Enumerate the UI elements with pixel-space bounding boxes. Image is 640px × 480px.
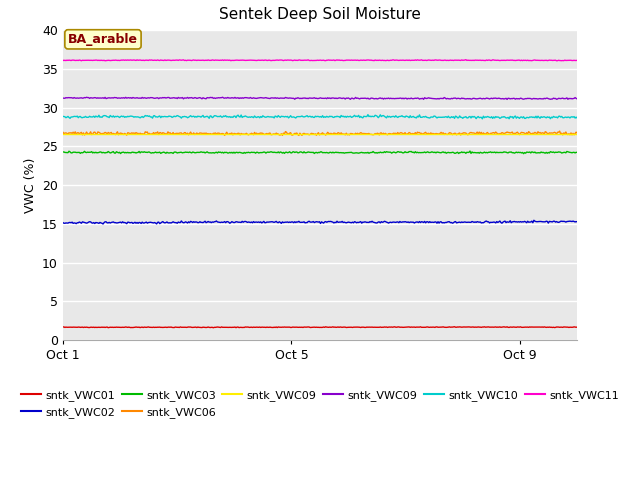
sntk_VWC09 bbox=[307, 95, 315, 101]
sntk_VWC03 bbox=[303, 150, 311, 156]
sntk_VWC10 bbox=[479, 116, 486, 122]
sntk_VWC02 bbox=[304, 219, 312, 225]
sntk_VWC03 bbox=[481, 150, 489, 156]
sntk_VWC10 bbox=[307, 113, 314, 119]
sntk_VWC11 bbox=[303, 57, 311, 63]
sntk_VWC02 bbox=[563, 219, 571, 225]
Line: sntk_VWC03: sntk_VWC03 bbox=[63, 151, 577, 154]
sntk_VWC09 bbox=[481, 96, 489, 102]
sntk_VWC01 bbox=[304, 324, 312, 330]
sntk_VWC09 bbox=[573, 96, 581, 102]
sntk_VWC03 bbox=[563, 149, 571, 155]
Line: sntk_VWC06: sntk_VWC06 bbox=[63, 131, 577, 135]
sntk_VWC06 bbox=[295, 132, 303, 138]
Y-axis label: VWC (%): VWC (%) bbox=[24, 157, 36, 213]
sntk_VWC03 bbox=[466, 148, 474, 154]
sntk_VWC10 bbox=[59, 113, 67, 119]
sntk_VWC02 bbox=[530, 217, 538, 223]
sntk_VWC11 bbox=[59, 57, 67, 63]
Line: sntk_VWC01: sntk_VWC01 bbox=[63, 327, 577, 328]
sntk_VWC01 bbox=[483, 324, 490, 330]
sntk_VWC01 bbox=[339, 324, 346, 330]
sntk_VWC03 bbox=[307, 149, 314, 155]
sntk_VWC01 bbox=[573, 324, 581, 330]
Title: Sentek Deep Soil Moisture: Sentek Deep Soil Moisture bbox=[219, 7, 421, 22]
sntk_VWC06 bbox=[339, 131, 346, 137]
sntk_VWC02 bbox=[573, 219, 581, 225]
sntk_VWC10 bbox=[563, 115, 571, 120]
sntk_VWC11 bbox=[553, 58, 561, 64]
sntk_VWC06 bbox=[59, 129, 67, 135]
sntk_VWC09 bbox=[59, 131, 67, 137]
sntk_VWC09 bbox=[573, 131, 581, 137]
Line: sntk_VWC11: sntk_VWC11 bbox=[63, 60, 577, 61]
sntk_VWC06 bbox=[307, 131, 315, 136]
sntk_VWC11 bbox=[573, 58, 581, 63]
sntk_VWC01 bbox=[209, 325, 217, 331]
sntk_VWC09 bbox=[307, 131, 314, 137]
Line: sntk_VWC09: sntk_VWC09 bbox=[63, 97, 577, 99]
sntk_VWC06 bbox=[573, 130, 581, 136]
sntk_VWC09 bbox=[481, 131, 488, 137]
sntk_VWC01 bbox=[59, 324, 67, 330]
sntk_VWC11 bbox=[307, 58, 314, 63]
sntk_VWC02 bbox=[99, 221, 107, 227]
Line: sntk_VWC02: sntk_VWC02 bbox=[63, 220, 577, 224]
sntk_VWC10 bbox=[303, 113, 311, 119]
sntk_VWC03 bbox=[520, 151, 527, 156]
sntk_VWC10 bbox=[366, 113, 374, 119]
sntk_VWC02 bbox=[307, 219, 315, 225]
sntk_VWC06 bbox=[366, 132, 374, 137]
sntk_VWC10 bbox=[364, 112, 372, 118]
sntk_VWC09 bbox=[366, 96, 374, 102]
sntk_VWC10 bbox=[337, 113, 345, 119]
sntk_VWC09 bbox=[219, 95, 227, 100]
sntk_VWC01 bbox=[563, 324, 571, 330]
Legend: sntk_VWC01, sntk_VWC02, sntk_VWC03, sntk_VWC06, sntk_VWC09, sntk_VWC09, sntk_VWC: sntk_VWC01, sntk_VWC02, sntk_VWC03, sntk… bbox=[16, 386, 624, 422]
sntk_VWC03 bbox=[59, 149, 67, 155]
sntk_VWC09 bbox=[339, 96, 346, 101]
sntk_VWC01 bbox=[366, 324, 374, 330]
sntk_VWC02 bbox=[339, 218, 346, 224]
sntk_VWC06 bbox=[563, 131, 571, 137]
sntk_VWC09 bbox=[561, 131, 569, 137]
sntk_VWC09 bbox=[59, 95, 67, 101]
sntk_VWC11 bbox=[365, 57, 373, 63]
sntk_VWC11 bbox=[462, 57, 470, 62]
sntk_VWC02 bbox=[481, 218, 489, 224]
sntk_VWC09 bbox=[337, 131, 345, 137]
sntk_VWC09 bbox=[563, 95, 571, 101]
sntk_VWC06 bbox=[304, 131, 312, 137]
sntk_VWC11 bbox=[481, 58, 489, 63]
sntk_VWC09 bbox=[304, 96, 312, 102]
sntk_VWC01 bbox=[451, 324, 458, 330]
sntk_VWC09 bbox=[365, 131, 373, 137]
sntk_VWC09 bbox=[303, 131, 311, 137]
sntk_VWC10 bbox=[573, 115, 581, 121]
sntk_VWC11 bbox=[337, 58, 345, 63]
sntk_VWC03 bbox=[573, 150, 581, 156]
sntk_VWC11 bbox=[563, 58, 571, 63]
sntk_VWC03 bbox=[365, 150, 373, 156]
Line: sntk_VWC10: sntk_VWC10 bbox=[63, 115, 577, 119]
sntk_VWC02 bbox=[59, 220, 67, 226]
sntk_VWC06 bbox=[556, 128, 563, 134]
Text: BA_arable: BA_arable bbox=[68, 33, 138, 46]
sntk_VWC10 bbox=[483, 114, 490, 120]
sntk_VWC02 bbox=[366, 219, 374, 225]
sntk_VWC03 bbox=[337, 150, 345, 156]
sntk_VWC01 bbox=[307, 324, 315, 330]
sntk_VWC09 bbox=[503, 96, 511, 102]
sntk_VWC06 bbox=[481, 132, 489, 137]
